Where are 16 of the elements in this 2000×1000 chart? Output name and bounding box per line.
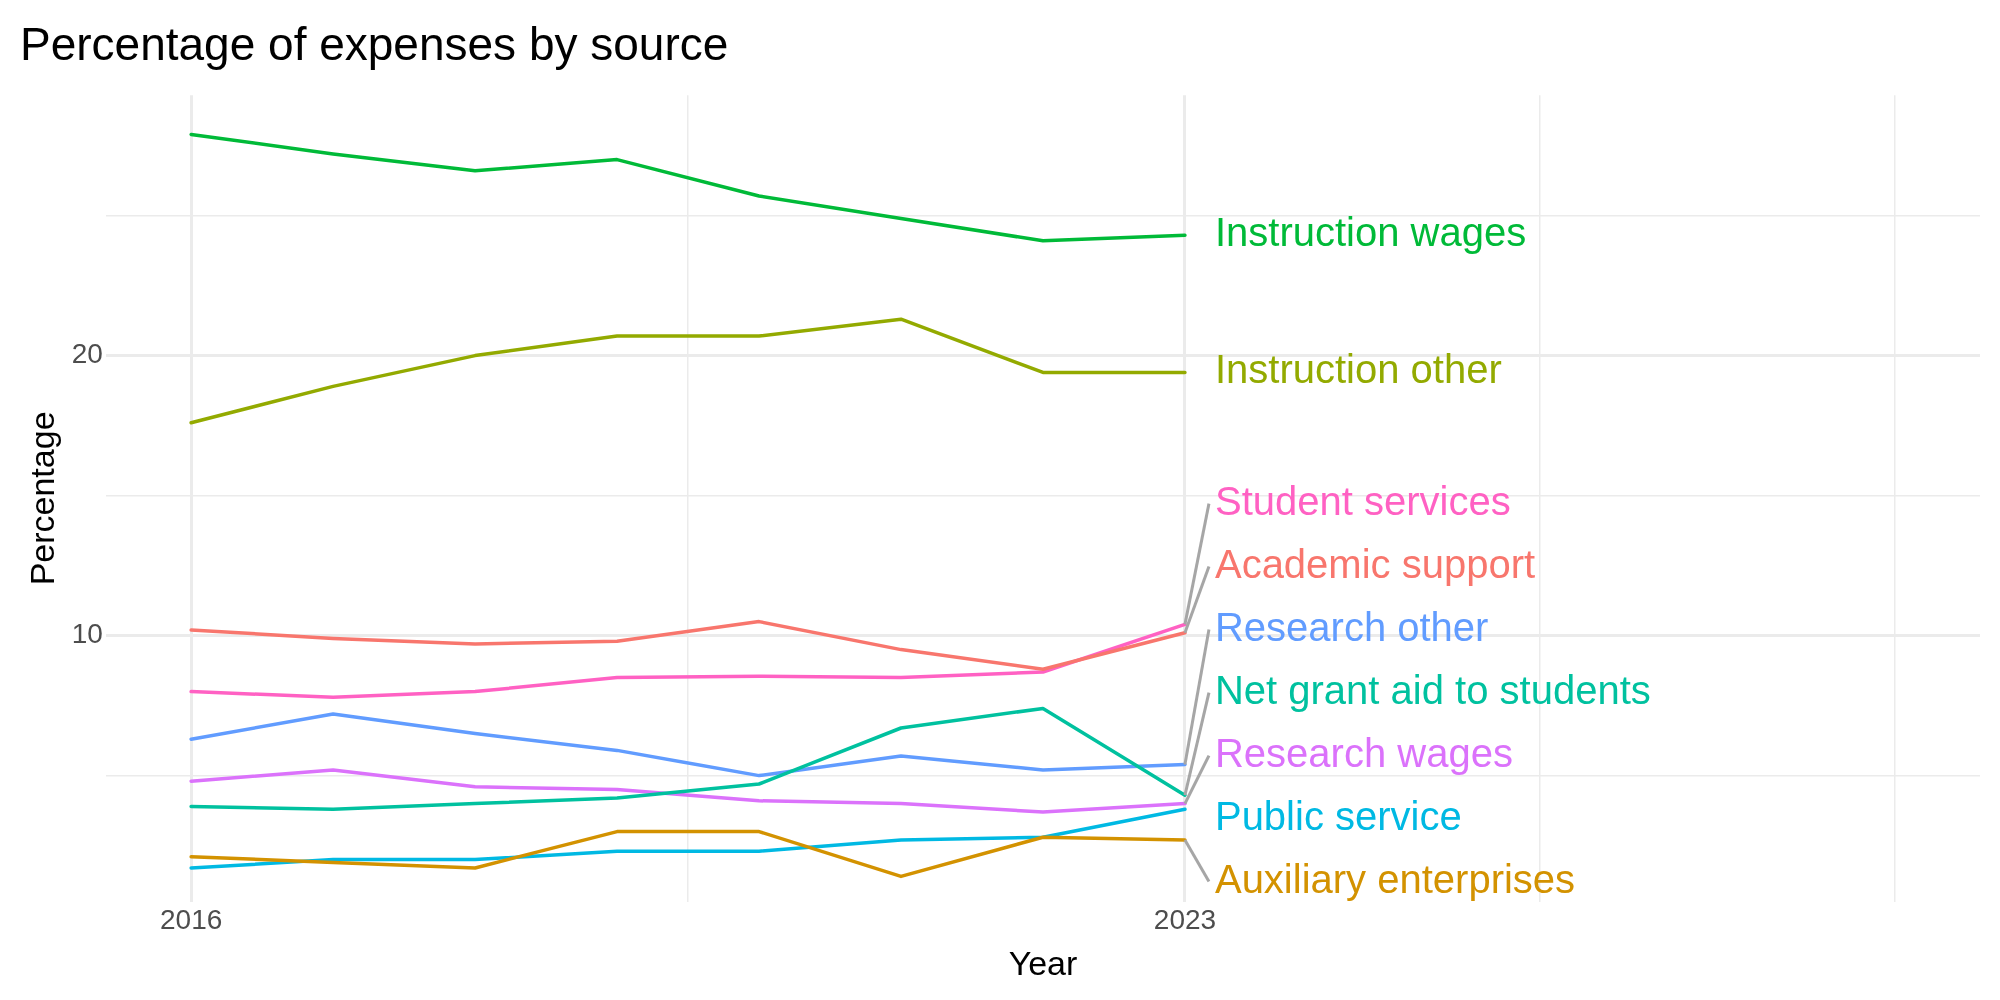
chart-title: Percentage of expenses by source (20, 18, 729, 71)
series-label: Instruction wages (1214, 210, 1527, 255)
x-axis-title: Year (1008, 943, 1078, 982)
y-axis-title: Percentage (22, 411, 61, 586)
series-label: Academic support (1214, 541, 1536, 586)
x-tick-label: 2023 (1153, 904, 1217, 936)
series-label: Public service (1214, 793, 1462, 838)
series-label: Research wages (1214, 730, 1513, 775)
y-tick-label: 20 (71, 338, 103, 370)
text: Research other (1214, 604, 1489, 649)
series-label: Instruction other (1214, 347, 1502, 392)
y-tick-label: 10 (71, 618, 103, 650)
series-label: Auxiliary enterprises (1214, 856, 1576, 901)
x-tick-label: 2016 (159, 904, 223, 936)
text: Student services (1214, 478, 1511, 523)
text: Net grant aid to students (1214, 667, 1651, 712)
